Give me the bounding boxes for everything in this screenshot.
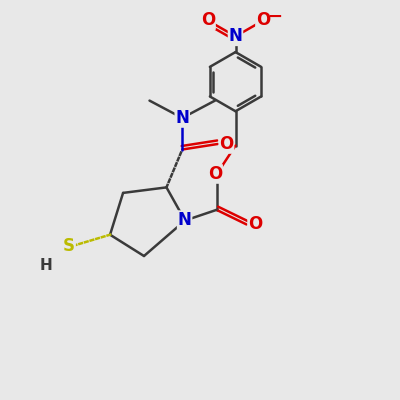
Text: H: H (40, 258, 52, 272)
Text: O: O (201, 11, 215, 29)
Text: −: − (267, 8, 282, 26)
Text: N: N (175, 109, 189, 127)
Text: S: S (63, 237, 75, 255)
Text: O: O (219, 135, 234, 153)
Text: O: O (248, 216, 262, 234)
Text: O: O (256, 11, 270, 29)
Text: N: N (178, 211, 192, 229)
Text: N: N (228, 27, 242, 45)
Text: O: O (208, 165, 222, 183)
